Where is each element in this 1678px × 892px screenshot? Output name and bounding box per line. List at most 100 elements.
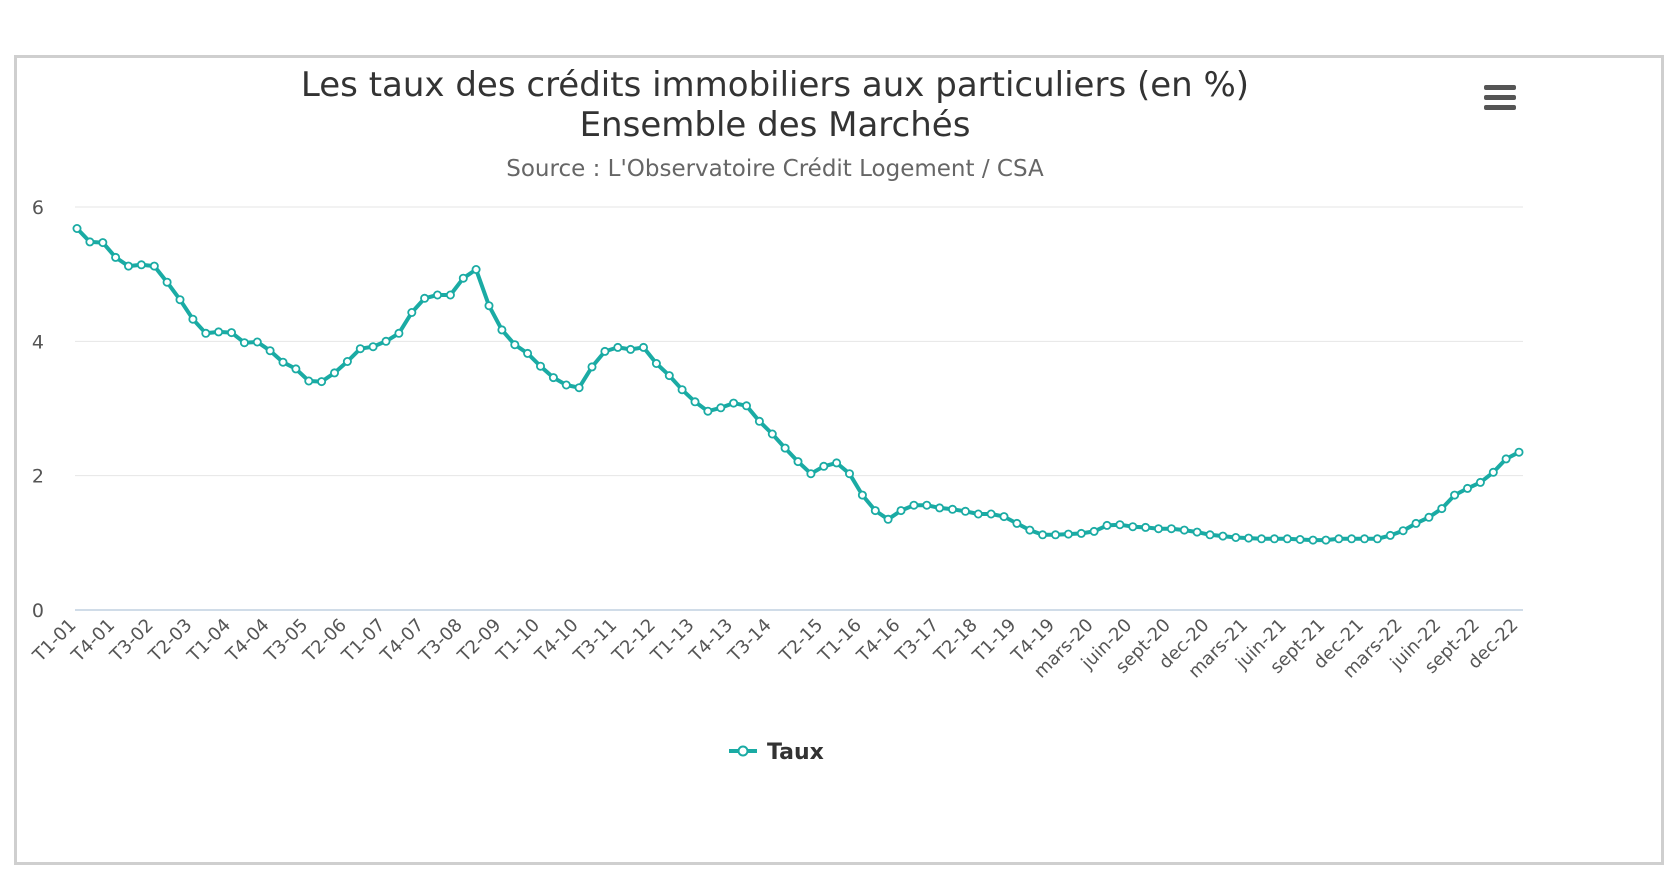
data-point[interactable]	[613, 342, 623, 352]
data-point[interactable]	[587, 362, 597, 372]
data-point[interactable]	[1347, 534, 1357, 544]
data-point[interactable]	[948, 504, 958, 514]
data-point[interactable]	[793, 457, 803, 467]
data-point[interactable]	[561, 380, 571, 390]
data-point[interactable]	[214, 327, 224, 337]
data-point[interactable]	[1463, 483, 1473, 493]
data-point[interactable]	[1076, 528, 1086, 538]
data-point[interactable]	[1424, 512, 1434, 522]
data-point[interactable]	[729, 398, 739, 408]
data-point[interactable]	[677, 385, 687, 395]
data-point[interactable]	[651, 358, 661, 368]
data-point[interactable]	[278, 357, 288, 367]
data-point[interactable]	[226, 328, 236, 338]
data-point[interactable]	[1141, 522, 1151, 532]
data-point[interactable]	[1166, 524, 1176, 534]
data-point[interactable]	[767, 429, 777, 439]
data-point[interactable]	[1372, 534, 1382, 544]
data-point[interactable]	[1321, 535, 1331, 545]
data-point[interactable]	[1269, 534, 1279, 544]
data-point[interactable]	[548, 373, 558, 383]
data-point[interactable]	[1231, 532, 1241, 542]
data-point[interactable]	[149, 261, 159, 271]
data-point[interactable]	[536, 361, 546, 371]
data-point[interactable]	[1128, 522, 1138, 532]
data-point[interactable]	[1411, 518, 1421, 528]
data-point[interactable]	[1437, 504, 1447, 514]
data-point[interactable]	[111, 252, 121, 262]
data-point[interactable]	[72, 223, 82, 233]
data-point[interactable]	[252, 337, 262, 347]
data-point[interactable]	[85, 237, 95, 247]
data-point[interactable]	[1051, 530, 1061, 540]
data-point[interactable]	[742, 401, 752, 411]
data-point[interactable]	[639, 342, 649, 352]
data-point[interactable]	[1308, 535, 1318, 545]
data-point[interactable]	[600, 346, 610, 356]
data-point[interactable]	[986, 509, 996, 519]
data-point[interactable]	[1012, 518, 1022, 528]
data-point[interactable]	[1205, 530, 1215, 540]
data-point[interactable]	[664, 371, 674, 381]
data-point[interactable]	[1488, 467, 1498, 477]
data-point[interactable]	[1360, 534, 1370, 544]
data-point[interactable]	[1244, 533, 1254, 543]
data-point[interactable]	[1179, 525, 1189, 535]
data-point[interactable]	[458, 273, 468, 283]
data-point[interactable]	[304, 376, 314, 386]
legend[interactable]: Taux	[729, 740, 824, 765]
data-point[interactable]	[1282, 534, 1292, 544]
data-point[interactable]	[1192, 527, 1202, 537]
hamburger-menu-icon[interactable]	[1482, 84, 1518, 120]
data-point[interactable]	[922, 500, 932, 510]
data-point[interactable]	[754, 416, 764, 426]
data-point[interactable]	[1450, 490, 1460, 500]
data-point[interactable]	[819, 461, 829, 471]
data-point[interactable]	[394, 328, 404, 338]
data-point[interactable]	[935, 503, 945, 513]
data-point[interactable]	[1295, 534, 1305, 544]
data-point[interactable]	[626, 344, 636, 354]
data-point[interactable]	[845, 469, 855, 479]
data-point[interactable]	[780, 443, 790, 453]
data-point[interactable]	[136, 260, 146, 270]
data-point[interactable]	[832, 458, 842, 468]
data-point[interactable]	[960, 506, 970, 516]
data-point[interactable]	[690, 397, 700, 407]
data-point[interactable]	[1115, 520, 1125, 530]
data-point[interactable]	[1501, 454, 1511, 464]
data-point[interactable]	[317, 377, 327, 387]
data-point[interactable]	[124, 261, 134, 271]
data-point[interactable]	[1218, 531, 1228, 541]
data-point[interactable]	[1154, 524, 1164, 534]
data-point[interactable]	[999, 512, 1009, 522]
data-point[interactable]	[355, 344, 365, 354]
data-point[interactable]	[291, 364, 301, 374]
data-point[interactable]	[883, 514, 893, 524]
data-point[interactable]	[1038, 530, 1048, 540]
data-point[interactable]	[1025, 525, 1035, 535]
data-point[interactable]	[432, 290, 442, 300]
data-point[interactable]	[1475, 477, 1485, 487]
data-point[interactable]	[329, 368, 339, 378]
data-point[interactable]	[497, 325, 507, 335]
data-point[interactable]	[806, 469, 816, 479]
data-point[interactable]	[1089, 526, 1099, 536]
data-point[interactable]	[574, 383, 584, 393]
data-point[interactable]	[1063, 529, 1073, 539]
data-point[interactable]	[342, 356, 352, 366]
data-point[interactable]	[909, 500, 919, 510]
data-point[interactable]	[239, 338, 249, 348]
data-point[interactable]	[407, 307, 417, 317]
data-point[interactable]	[973, 509, 983, 519]
data-point[interactable]	[175, 295, 185, 305]
data-point[interactable]	[1334, 534, 1344, 544]
data-point[interactable]	[98, 238, 108, 248]
data-point[interactable]	[368, 342, 378, 352]
data-point[interactable]	[870, 506, 880, 516]
data-point[interactable]	[1257, 534, 1267, 544]
data-point[interactable]	[1514, 447, 1524, 457]
data-point[interactable]	[510, 340, 520, 350]
data-point[interactable]	[857, 490, 867, 500]
data-point[interactable]	[265, 346, 275, 356]
